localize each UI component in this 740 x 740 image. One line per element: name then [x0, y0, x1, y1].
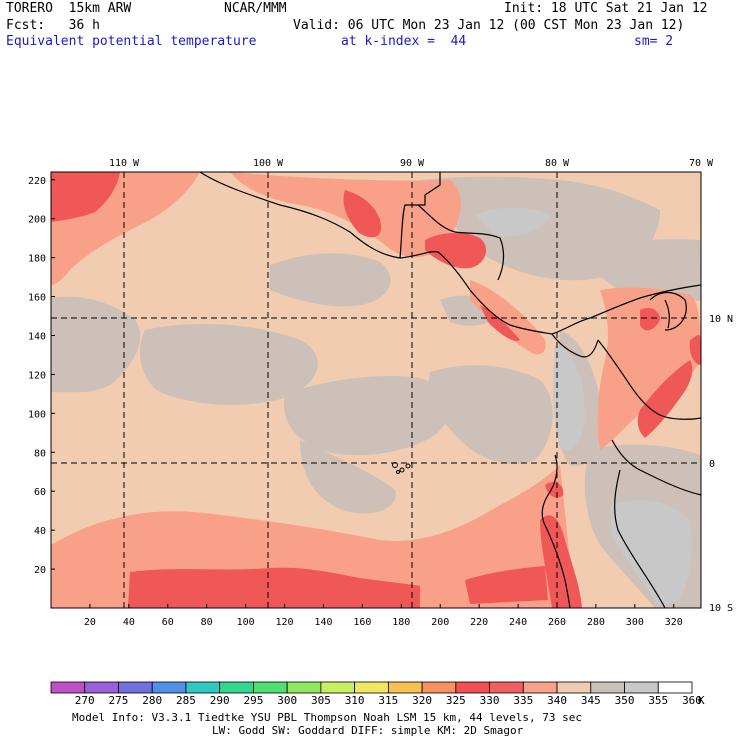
- model-info-line1: Model Info: V3.3.1 Tiedtke YSU PBL Thomp…: [72, 711, 582, 724]
- theta-e-field: [51, 172, 701, 608]
- colorbar-label: 345: [581, 694, 601, 707]
- colorbar-swatch: [387, 681, 423, 694]
- theta-e-350-355-shading: [475, 207, 692, 606]
- y-tick-label: 60: [34, 487, 46, 498]
- colorbar-swatch: [151, 681, 187, 694]
- y-tick-label: 80: [34, 448, 46, 459]
- colorbar-swatch: [522, 681, 558, 694]
- colorbar-label: 350: [615, 694, 635, 707]
- colorbar-label: 305: [311, 694, 331, 707]
- y-tick-label: 100: [28, 409, 46, 420]
- x-tick-label: 260: [548, 617, 566, 628]
- colorbar-unit: K: [698, 694, 705, 707]
- x-tick-label: 180: [392, 617, 410, 628]
- colorbar-swatch: [253, 681, 288, 694]
- y-tick-label: 220: [28, 176, 46, 187]
- x-tick-label: 20: [84, 617, 96, 628]
- lat-label-0: 0: [709, 459, 715, 470]
- lon-label-70w: 70 W: [689, 158, 714, 169]
- colorbar-swatch: [455, 681, 490, 694]
- x-axis-ticks: 20 40 60 80 100 120 140 160 180 200 220 240 260 280 30…: [84, 604, 683, 628]
- lat-label-10s: 10 S: [709, 603, 733, 614]
- colorbar-label: 355: [648, 694, 668, 707]
- init-time: Init: 18 UTC Sat 21 Jan 12: [504, 1, 708, 16]
- colorbar-swatch: [590, 681, 625, 694]
- colorbar: 270 275 280 285 290 295 300 305 310 315 320 325 330 3…: [50, 681, 702, 707]
- colorbar-label: 270: [75, 694, 95, 707]
- colorbar-label: 320: [412, 694, 432, 707]
- colorbar-label: 360: [682, 694, 702, 707]
- map-frame: [50, 171, 702, 609]
- colorbar-swatch: [624, 681, 659, 694]
- x-tick-label: 40: [123, 617, 135, 628]
- lon-label-80w: 80 W: [545, 158, 570, 169]
- colorbar-label: 315: [378, 694, 398, 707]
- colorbar-swatch: [421, 681, 457, 694]
- x-tick-label: 80: [201, 617, 213, 628]
- y-tick-label: 200: [28, 215, 46, 226]
- model-info-line2: LW: Godd SW: Goddard DIFF: simple KM: 2D…: [212, 724, 524, 737]
- lon-labels: 110 W 100 W 90 W 80 W 70 W: [109, 158, 714, 169]
- colorbar-swatch: [84, 681, 119, 694]
- colorbar-label: 325: [446, 694, 466, 707]
- center-name: NCAR/MMM: [224, 1, 287, 16]
- x-tick-label: 120: [276, 617, 294, 628]
- colorbar-label: 310: [345, 694, 365, 707]
- graticule: [51, 172, 701, 608]
- x-tick-label: 220: [470, 617, 488, 628]
- colorbar-label: 295: [243, 694, 263, 707]
- x-tick-label: 60: [162, 617, 174, 628]
- forecast-hour: Fcst: 36 h: [6, 18, 100, 33]
- colorbar-swatch: [354, 681, 389, 694]
- colorbar-label: 275: [109, 694, 129, 707]
- colorbar-label: 340: [547, 694, 567, 707]
- y-tick-label: 160: [28, 293, 46, 304]
- field-name: Equivalent potential temperature: [6, 34, 257, 49]
- level-label: at k-index = 44: [341, 34, 467, 49]
- colorbar-swatch: [489, 681, 524, 694]
- lon-label-90w: 90 W: [400, 158, 425, 169]
- colorbar-label: 300: [277, 694, 297, 707]
- colorbar-swatch: [219, 681, 254, 694]
- colorbar-swatch: [286, 681, 322, 694]
- x-tick-label: 140: [314, 617, 332, 628]
- x-tick-label: 200: [431, 617, 449, 628]
- x-tick-label: 300: [626, 617, 644, 628]
- y-tick-label: 120: [28, 370, 46, 381]
- y-tick-label: 40: [34, 526, 46, 537]
- colorbar-label: 335: [513, 694, 533, 707]
- colorbar-label: 290: [210, 694, 230, 707]
- colorbar-label: 280: [142, 694, 162, 707]
- valid-time: Valid: 06 UTC Mon 23 Jan 12 (00 CST Mon …: [293, 18, 685, 33]
- colorbar-label: 330: [480, 694, 500, 707]
- lon-label-100w: 100 W: [253, 158, 284, 169]
- y-tick-label: 180: [28, 254, 46, 265]
- model-name: TORERO 15km ARW: [6, 1, 132, 16]
- colorbar-swatch: [320, 681, 356, 694]
- colorbar-swatch: [185, 681, 221, 694]
- lat-labels: 10 N 0 10 S: [709, 314, 733, 614]
- colorbar-label: 285: [176, 694, 196, 707]
- x-tick-label: 280: [587, 617, 605, 628]
- x-tick-label: 100: [237, 617, 255, 628]
- colorbar-swatch: [50, 681, 86, 694]
- coastlines: [199, 171, 702, 609]
- colorbar-swatch: [657, 681, 693, 694]
- colorbar-swatch: [556, 681, 592, 694]
- y-axis-ticks: 220 200 180 160 140 120 100 80 60 40 20: [28, 176, 55, 576]
- lat-label-10n: 10 N: [709, 314, 733, 325]
- x-tick-label: 240: [509, 617, 527, 628]
- y-tick-label: 20: [34, 565, 46, 576]
- smoothing-label: sm= 2: [634, 34, 674, 49]
- x-tick-label: 160: [353, 617, 371, 628]
- colorbar-swatch: [118, 681, 153, 694]
- theta-e-330-335-shading: [51, 172, 701, 608]
- x-tick-label: 320: [665, 617, 683, 628]
- y-tick-label: 140: [28, 332, 46, 343]
- lon-label-110w: 110 W: [109, 158, 140, 169]
